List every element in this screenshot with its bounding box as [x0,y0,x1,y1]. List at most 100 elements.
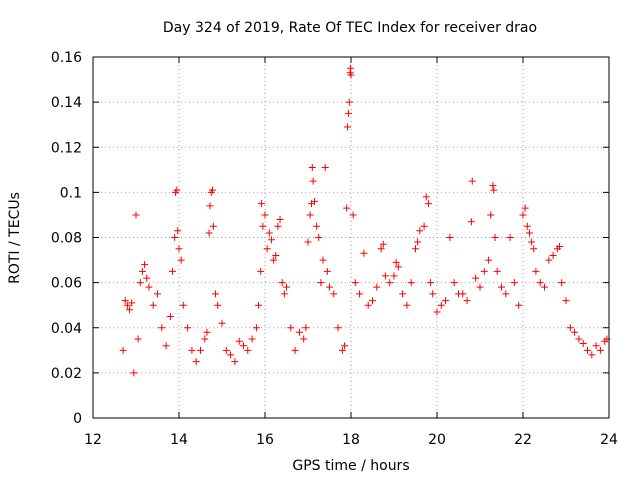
data-point [154,290,161,298]
data-point [295,328,303,336]
data-point [119,346,127,354]
data-point [420,222,428,230]
data-point [326,283,333,291]
data-point [206,202,214,210]
data-point [145,283,153,291]
data-point [349,211,357,219]
data-point [263,245,271,253]
x-tick-labels: 12 14 16 18 20 22 24 [84,432,618,448]
data-point [149,301,157,309]
data-point [134,335,142,343]
data-point [209,222,217,230]
data-point [240,342,247,350]
x-tick-label: 12 [84,432,102,448]
y-tick-label: 0.04 [51,321,82,337]
data-point [356,290,364,298]
data-point [545,256,553,264]
data-point [258,200,266,208]
x-tick-label: 24 [600,432,618,448]
x-tick-label: 22 [514,432,532,448]
data-point [126,306,134,314]
y-tick-label: 0.14 [51,95,82,111]
data-point [175,245,183,253]
data-point [588,351,596,359]
data-point [179,301,187,309]
data-point [300,335,308,343]
data-point [414,238,422,246]
data-point [485,256,493,264]
data-point [306,211,314,219]
data-point [308,164,316,172]
data-point [490,186,498,194]
data-point [162,342,170,350]
data-point [302,324,310,332]
data-point [287,324,295,332]
data-point [138,267,146,275]
data-point [343,204,351,212]
data-point [442,297,450,305]
data-point [345,98,353,106]
data-point [278,279,286,287]
data-point [487,211,495,219]
data-point [360,249,368,257]
data-point [121,297,129,305]
data-point [392,258,400,266]
data-point [403,301,411,309]
x-tick-label: 14 [170,432,188,448]
data-point [377,245,385,253]
data-point [467,218,475,226]
data-point [128,299,136,307]
y-tick-label: 0 [73,411,82,427]
data-point [519,211,527,219]
data-point [530,245,538,253]
data-point [468,177,476,185]
axis-ticks [92,56,610,419]
data-point [596,346,604,354]
y-tick-label: 0.02 [51,366,82,382]
data-point [584,346,591,354]
y-tick-labels: 0 0.02 0.04 0.06 0.08 0.1 0.12 0.14 0.16 [51,50,82,427]
data-point [261,211,269,219]
data-point [523,222,531,230]
data-point [536,279,544,287]
data-point [166,312,174,320]
data-point [480,267,488,275]
x-tick-label: 16 [256,432,274,448]
data-point [472,274,480,282]
data-point [566,324,574,332]
data-point [579,340,587,348]
data-point [489,182,497,190]
data-point [205,229,213,237]
data-point [558,279,566,287]
data-point [274,222,282,230]
data-point [169,267,177,275]
data-point [330,290,338,298]
y-axis-label: ROTI / TECUs [7,192,23,284]
data-point [321,164,329,172]
data-point [394,263,402,271]
data-point [422,193,430,201]
data-point [141,261,149,269]
data-point [437,301,445,309]
data-point [203,328,211,336]
data-point [347,71,355,79]
chart-title: Day 324 of 2019, Rate Of TEC Index for r… [163,20,537,36]
data-point [319,256,327,264]
data-point [450,279,458,287]
data-point [252,324,260,332]
data-point [351,279,359,287]
data-point [173,186,181,194]
data-point [291,346,299,354]
data-point [379,240,387,248]
data-point [344,123,352,131]
data-point [130,369,138,377]
data-point [235,337,243,345]
data-point [532,267,540,275]
data-point [280,290,288,298]
data-point [502,290,510,298]
y-tick-label: 0.12 [51,140,82,156]
y-tick-label: 0.16 [51,50,82,66]
data-point [341,342,349,350]
y-tick-label: 0.06 [51,276,82,292]
